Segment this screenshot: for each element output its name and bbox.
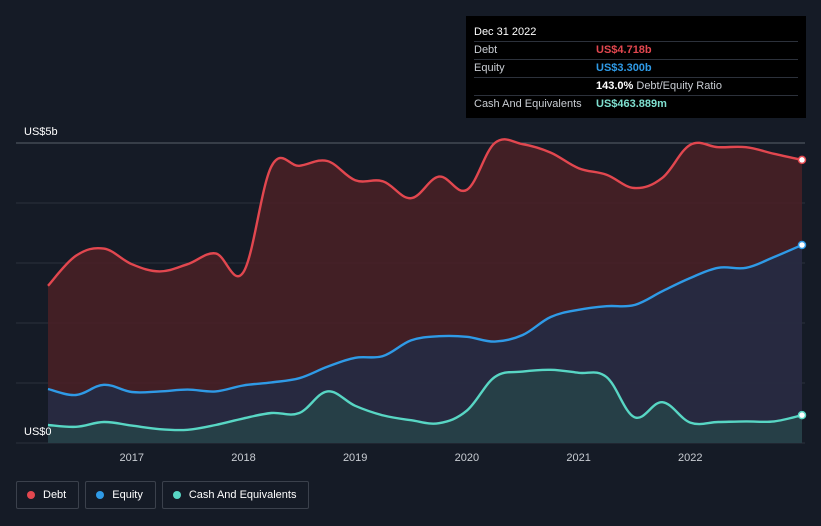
series-lines [47,138,803,432]
legend-equity-button[interactable]: Equity [85,481,156,509]
legend-label: Debt [43,489,67,501]
series-end-markers [797,155,807,420]
y-axis-bottom-label: US$0 [24,426,52,438]
x-tick-label: 2018 [231,452,255,464]
chart-legend: Debt Equity Cash And Equivalents [16,481,310,509]
tooltip-value: US$463.889m [596,98,667,110]
series-areas [48,139,802,443]
tooltip-row-cash: Cash And Equivalents US$463.889m [474,95,798,113]
legend-cash-button[interactable]: Cash And Equivalents [161,481,310,509]
equity-line [47,243,803,397]
legend-dot-icon [27,491,35,499]
tooltip-label [474,78,596,95]
legend-dot-icon [96,491,105,499]
legend-dot-icon [172,491,181,499]
tooltip-ratio-label: Debt/Equity Ratio [636,80,722,92]
tooltip-label: Debt [474,44,498,56]
tooltip-row-debt: Debt US$4.718b [474,41,798,59]
x-tick-label: 2021 [566,452,590,464]
tooltip-value: US$3.300b [596,62,652,74]
x-tick-label: 2022 [678,452,702,464]
legend-debt-button[interactable]: Debt [16,481,80,509]
tooltip-row-ratio: 143.0% Debt/Equity Ratio [474,77,798,95]
tooltip-row-equity: Equity US$3.300b [474,59,798,77]
legend-label: Equity [112,489,143,501]
y-axis-top-label: US$5b [24,126,58,138]
x-tick-label: 2017 [120,452,144,464]
legend-label: Cash And Equivalents [188,489,297,501]
debt-line [47,138,803,287]
tooltip-date: Dec 31 2022 [474,26,537,38]
axis-labels: US$5b US$0 2017 2018 2019 2020 2021 2022 [24,126,703,464]
data-tooltip: Dec 31 2022 Debt US$4.718b Equity US$3.3… [466,16,806,118]
cash-and-equivalents-end-marker [797,410,807,420]
tooltip-label: Equity [474,62,505,74]
debt-end-marker [797,155,807,165]
cash-and-equivalents-line [47,368,803,432]
tooltip-label: Cash And Equivalents [474,98,582,110]
tooltip-value: 143.0% [596,80,634,92]
x-tick-label: 2020 [455,452,479,464]
x-tick-label: 2019 [343,452,367,464]
equity-end-marker [797,240,807,250]
tooltip-value: US$4.718b [596,44,652,56]
